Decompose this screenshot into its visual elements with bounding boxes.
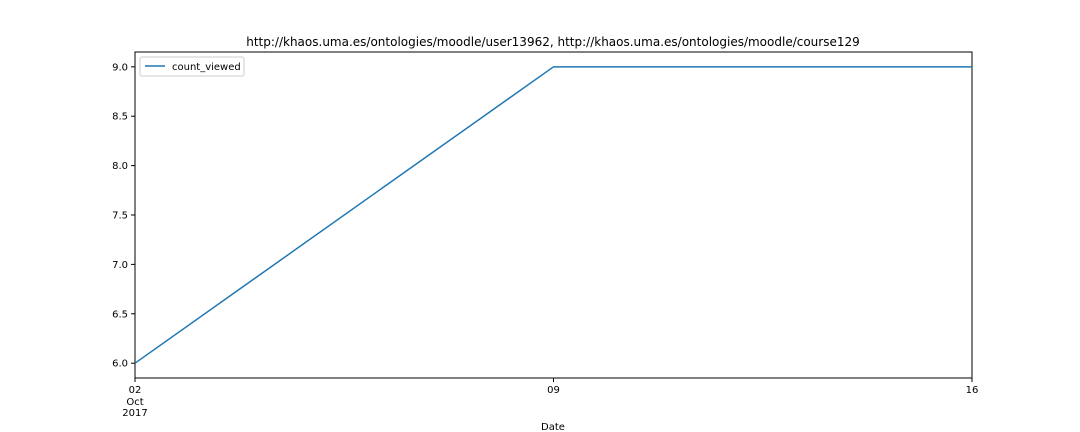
x-axis: Oct 2017 02 09 16: [122, 378, 978, 419]
chart-title: http://khaos.uma.es/ontologies/moodle/us…: [246, 35, 860, 49]
x-tick-label: 02: [129, 385, 142, 396]
series-layer: [134, 66, 972, 364]
y-axis: 6.0 6.5 7.0 7.5 8.0 8.5 9.0: [112, 62, 135, 370]
y-tick-label: 9.0: [112, 62, 128, 73]
y-tick-label: 6.5: [112, 309, 128, 320]
plot-area: 6.0 6.5 7.0 7.5 8.0 8.5 9.0 Oct 2017 02 09 16: [112, 51, 978, 419]
y-tick-label: 7.5: [112, 211, 128, 222]
legend-label-count-viewed: count_viewed: [172, 62, 241, 73]
x-tick-sublabel-year: 2017: [122, 408, 147, 419]
y-tick-label: 7.0: [112, 260, 128, 271]
y-tick-label: 6.0: [112, 359, 128, 370]
legend: count_viewed: [139, 56, 245, 77]
y-tick-label: 8.5: [112, 112, 128, 123]
legend-box: [139, 56, 245, 77]
x-tick-label: 16: [966, 385, 979, 396]
y-tick-label: 8.0: [112, 161, 128, 172]
x-tick-sublabel-month: Oct: [126, 397, 143, 408]
x-tick-label: 09: [547, 385, 560, 396]
plot-frame: [134, 51, 973, 379]
series-line-count-viewed: [134, 66, 972, 364]
x-axis-label: Date: [541, 422, 565, 432]
